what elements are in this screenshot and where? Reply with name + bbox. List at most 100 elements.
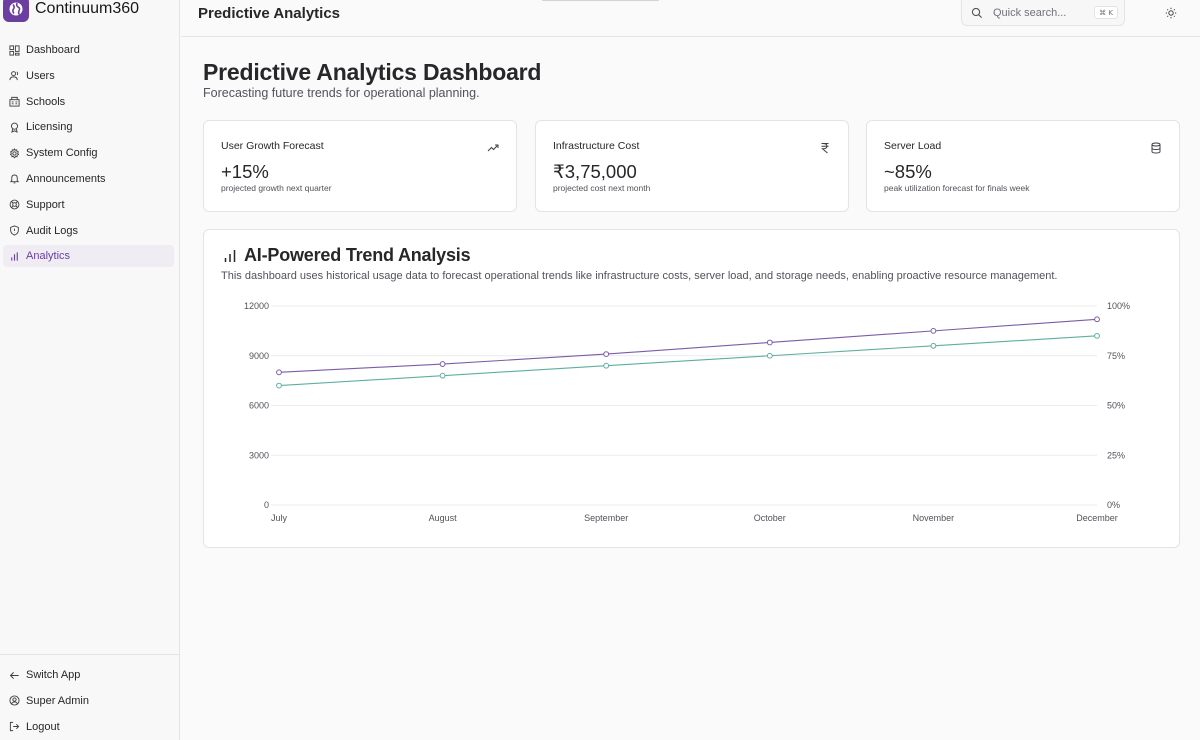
sidebar-item-label: Audit Logs bbox=[26, 224, 78, 237]
sidebar-item-label: Licensing bbox=[26, 121, 73, 134]
panel-description: This dashboard uses historical usage dat… bbox=[221, 270, 1058, 282]
sidebar-item-announcements[interactable]: Announcements bbox=[3, 168, 174, 190]
y-right-tick-label: 25% bbox=[1107, 450, 1125, 460]
sidebar-item-label: Announcements bbox=[26, 172, 106, 185]
shield-icon bbox=[10, 225, 19, 236]
quick-search[interactable]: ⌘ K bbox=[961, 0, 1125, 26]
theme-toggle-button[interactable] bbox=[1164, 6, 1178, 20]
sidebar-item-system-config[interactable]: System Config bbox=[3, 142, 174, 164]
database-icon bbox=[1151, 142, 1161, 154]
kpi-description: projected cost next month bbox=[553, 183, 651, 193]
sidebar-item-dashboard[interactable]: Dashboard bbox=[3, 39, 174, 61]
y-left-tick-label: 3000 bbox=[249, 450, 269, 460]
search-icon bbox=[971, 7, 982, 18]
logout-button[interactable]: Logout bbox=[3, 716, 174, 738]
kpi-title: User Growth Forecast bbox=[221, 140, 324, 152]
trending-up-icon bbox=[487, 144, 499, 152]
y-left-tick-label: 6000 bbox=[249, 401, 269, 411]
grid-icon bbox=[9, 44, 20, 56]
series-point-2 bbox=[276, 382, 282, 389]
sidebar-footer: Switch App Super Admin Logout bbox=[0, 654, 179, 740]
x-tick-label: November bbox=[913, 513, 955, 523]
header-title: Predictive Analytics bbox=[198, 5, 341, 22]
super-admin-profile[interactable]: Super Admin bbox=[3, 690, 174, 712]
brand[interactable]: Continuum360 bbox=[3, 0, 139, 22]
series-point-1 bbox=[276, 369, 282, 376]
user-icon bbox=[9, 71, 19, 81]
series-point-2 bbox=[603, 362, 610, 369]
series-point-2 bbox=[439, 372, 446, 379]
kpi-card-user-growth: User Growth Forecast +15% projected grow… bbox=[203, 120, 517, 212]
trend-line-chart: 0 3000 6000 9000 12000 0% 25% 50% 75% 100% July Aug… bbox=[244, 301, 1130, 523]
kpi-value: +15% bbox=[221, 161, 269, 182]
series-point-2 bbox=[766, 352, 773, 359]
series-point-2 bbox=[1094, 332, 1100, 339]
sidebar-item-audit-logs[interactable]: Audit Logs bbox=[3, 220, 174, 242]
search-shortcut: ⌘ K bbox=[1094, 6, 1118, 19]
y-left-tick-label: 12000 bbox=[244, 301, 269, 311]
y-right-tick-label: 75% bbox=[1107, 351, 1125, 361]
kpi-value: ~85% bbox=[884, 161, 932, 182]
series-line-2 bbox=[278, 335, 1098, 387]
series-point-1 bbox=[930, 327, 937, 334]
header-indicator bbox=[542, 0, 659, 1]
series-point-2 bbox=[930, 342, 937, 349]
y-right-tick-label: 0% bbox=[1107, 500, 1120, 510]
sidebar-item-schools[interactable]: Schools bbox=[3, 91, 174, 113]
brand-name: Continuum360 bbox=[35, 0, 140, 17]
sidebar-item-label: Schools bbox=[26, 95, 66, 108]
bar-chart-icon bbox=[224, 250, 236, 262]
y-left-tick-label: 0 bbox=[264, 500, 269, 510]
award-icon bbox=[11, 122, 18, 133]
sidebar-nav: Dashboard Users Schools Licensing System… bbox=[3, 39, 174, 271]
sidebar-item-label: System Config bbox=[26, 147, 98, 160]
bar-chart-icon bbox=[11, 252, 18, 261]
logout-icon bbox=[9, 722, 20, 732]
user-circle-icon bbox=[9, 695, 20, 706]
sun-icon bbox=[1165, 7, 1177, 19]
x-tick-label: September bbox=[584, 513, 628, 523]
gear-icon bbox=[9, 147, 20, 159]
sidebar-item-users[interactable]: Users bbox=[3, 65, 174, 87]
sidebar-item-label: Analytics bbox=[26, 250, 71, 263]
x-tick-label: August bbox=[429, 513, 458, 523]
x-tick-label: December bbox=[1076, 513, 1118, 523]
lifebuoy-icon bbox=[9, 199, 20, 210]
globe-logo-icon bbox=[3, 0, 29, 22]
y-right-tick-label: 50% bbox=[1107, 401, 1125, 411]
kpi-card-infrastructure-cost: Infrastructure Cost ₹3,75,000 projected … bbox=[535, 120, 849, 212]
switch-app-label: Switch App bbox=[26, 669, 81, 681]
page-title: Predictive Analytics Dashboard bbox=[203, 59, 542, 85]
page-subtitle: Forecasting future trends for operationa… bbox=[203, 86, 480, 100]
series-point-1 bbox=[603, 351, 610, 357]
arrow-left-icon bbox=[9, 671, 19, 679]
kpi-value: ₹3,75,000 bbox=[553, 161, 637, 182]
rupee-icon bbox=[821, 143, 829, 154]
series-line-1 bbox=[278, 318, 1098, 373]
kpi-title: Server Load bbox=[884, 140, 942, 152]
x-tick-label: October bbox=[754, 513, 786, 523]
kpi-description: projected growth next quarter bbox=[221, 183, 332, 193]
bell-icon bbox=[9, 175, 20, 184]
sidebar-item-analytics[interactable]: Analytics bbox=[3, 245, 174, 268]
sidebar: Continuum360 Dashboard Users Schools Lic… bbox=[0, 0, 180, 740]
series-point-1 bbox=[1094, 316, 1100, 323]
trend-analysis-panel: AI-Powered Trend Analysis This dashboard… bbox=[203, 229, 1180, 548]
search-input[interactable] bbox=[993, 6, 1093, 19]
sidebar-item-label: Support bbox=[26, 198, 65, 211]
series-point-1 bbox=[766, 339, 773, 346]
sidebar-item-support[interactable]: Support bbox=[3, 194, 174, 216]
switch-app-button[interactable]: Switch App bbox=[3, 664, 174, 686]
y-left-tick-label: 9000 bbox=[249, 351, 269, 361]
super-admin-label: Super Admin bbox=[26, 694, 89, 707]
top-header: Predictive Analytics ⌘ K bbox=[181, 0, 1200, 37]
y-right-tick-label: 100% bbox=[1107, 301, 1130, 311]
sidebar-item-licensing[interactable]: Licensing bbox=[3, 116, 174, 138]
kpi-description: peak utilization forecast for finals wee… bbox=[884, 183, 1030, 193]
sidebar-item-label: Users bbox=[26, 69, 55, 82]
kpi-card-server-load: Server Load ~85% peak utilization foreca… bbox=[866, 120, 1180, 212]
x-tick-label: July bbox=[271, 513, 288, 523]
sidebar-item-label: Dashboard bbox=[26, 44, 80, 56]
building-icon bbox=[9, 97, 20, 107]
